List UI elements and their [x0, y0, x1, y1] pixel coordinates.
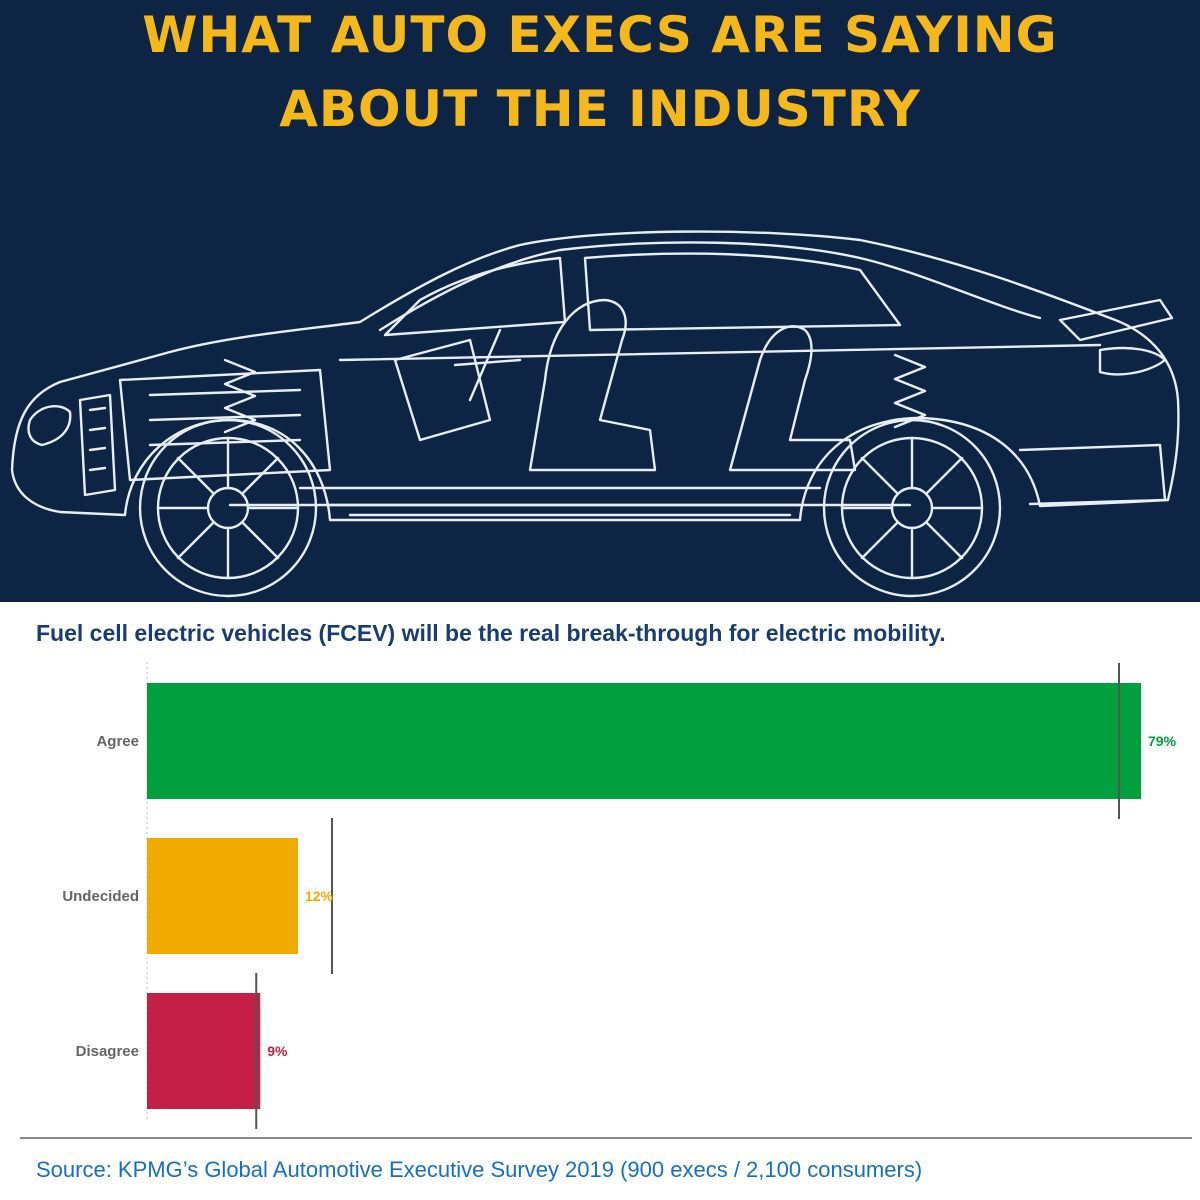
car-front-wheel	[138, 418, 318, 598]
car-headlight	[27, 404, 72, 447]
car-body-outline	[10, 230, 1180, 522]
car-front-seat	[528, 298, 657, 472]
value-label-undecided: 12%	[305, 888, 334, 904]
header-banner: WHAT AUTO EXECS ARE SAYING ABOUT THE IND…	[0, 0, 1200, 602]
bar-agree	[147, 683, 1141, 799]
chart-panel: Fuel cell electric vehicles (FCEV) will …	[0, 602, 1200, 1200]
car-steering-wheel	[453, 328, 522, 402]
chart-title: Fuel cell electric vehicles (FCEV) will …	[36, 620, 946, 646]
source-divider	[20, 1137, 1192, 1139]
car-sill	[298, 486, 822, 517]
car-beltline	[338, 343, 1102, 362]
category-label-undecided: Undecided	[62, 888, 139, 905]
car-dashboard	[393, 338, 492, 442]
car-rear-window	[583, 252, 902, 332]
car-taillight	[1098, 346, 1167, 376]
car-rear-wheel	[822, 418, 1002, 598]
car-front-spring	[223, 358, 257, 434]
car-grille	[78, 393, 117, 497]
car-front-window	[383, 256, 567, 337]
bar-disagree	[147, 993, 261, 1109]
car-rear-spring	[893, 353, 927, 429]
category-label-agree: Agree	[96, 733, 139, 750]
value-label-disagree: 9%	[267, 1043, 288, 1059]
car-spoiler	[1058, 298, 1174, 342]
car-blueprint-illustration	[10, 230, 1180, 598]
source-note: Source: KPMG’s Global Automotive Executi…	[36, 1157, 923, 1182]
car-engine	[118, 368, 332, 482]
bar-chart: Agree 79% Undecided 12% Disagree 9%	[62, 662, 1177, 1129]
headline-line-2: ABOUT THE INDUSTRY	[279, 80, 921, 138]
car-roof	[378, 241, 1042, 332]
car-rear-seat	[728, 325, 857, 472]
category-label-disagree: Disagree	[76, 1043, 139, 1060]
bar-undecided	[147, 838, 298, 954]
car-rear-bumper	[1018, 443, 1167, 506]
value-label-agree: 79%	[1148, 733, 1177, 749]
headline-line-1: WHAT AUTO EXECS ARE SAYING	[142, 6, 1058, 64]
